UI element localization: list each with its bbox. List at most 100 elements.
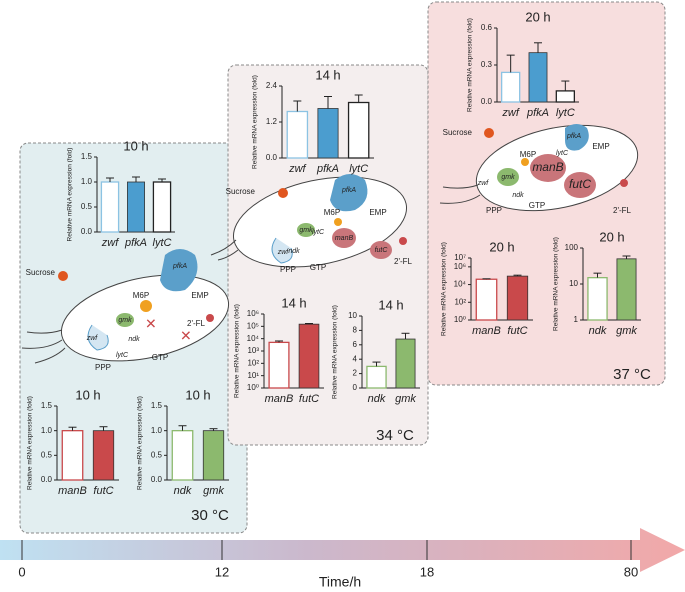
x-tick-label: lytC [153, 237, 172, 249]
diagram-label: M6P [520, 150, 536, 159]
bar [500, 71, 521, 103]
diagram-label: lytC [312, 229, 325, 236]
y-tick-label: 10⁴ [454, 280, 467, 289]
x-tick-label: futC [93, 485, 113, 497]
x-tick-label: gmk [616, 325, 637, 337]
y-tick-label: 1.0 [41, 426, 53, 435]
diagram-label: zwf [477, 180, 490, 187]
y-tick-label: 10⁶ [454, 262, 466, 271]
diagram-label: 2'-FL [613, 206, 632, 215]
y-axis-label: Relative mRNA expression (fold) [332, 305, 339, 399]
diagram-label: PPP [280, 265, 296, 274]
y-tick-label: 4 [353, 354, 358, 363]
chart-title: 20 h [489, 239, 514, 254]
timeline-tick-label: 12 [215, 564, 229, 579]
diagram-label: pfkA [172, 263, 187, 270]
diagram-label: M6P [324, 208, 340, 217]
y-tick-label: 10 [348, 311, 357, 320]
bar [100, 181, 120, 233]
diagram-label: PPP [486, 206, 502, 215]
timeline-tick-label: 80 [624, 564, 638, 579]
diagram-label: M6P [133, 291, 149, 300]
y-tick-label: 1.0 [81, 177, 93, 186]
x-tick-label: futC [299, 393, 319, 405]
bar [317, 108, 339, 159]
diagram-label: lytC [556, 150, 569, 157]
y-tick-label: 1.5 [41, 401, 53, 410]
y-tick-label: 10⁴ [247, 334, 260, 343]
diagram-label: gmk [118, 317, 132, 324]
diagram-label: GTP [529, 201, 545, 210]
diagram-label: gmk [501, 174, 515, 181]
diagram-label: pfkA [566, 133, 581, 140]
x-tick-label: ndk [174, 485, 192, 497]
x-tick-label: pfkA [526, 107, 549, 119]
diagram-label: EMP [592, 142, 609, 151]
y-axis-label: Relative mRNA expression (fold) [67, 148, 74, 242]
chart-title: 14 h [315, 67, 340, 82]
temperature-label: 34 °C [376, 427, 414, 444]
chart-title: 14 h [281, 295, 306, 310]
y-tick-label: 1.2 [266, 117, 278, 126]
x-tick-label: futC [507, 325, 527, 337]
diagram-label: ndk [288, 248, 300, 255]
bar [268, 341, 290, 389]
timeline-label: Time/h [319, 574, 361, 590]
y-tick-label: 1.5 [151, 401, 163, 410]
diagram-label: EMP [369, 208, 386, 217]
y-tick-label: 2.4 [266, 81, 278, 90]
x-tick-label: manB [265, 393, 294, 405]
diagram-label: 2'-FL [187, 319, 206, 328]
y-tick-label: 0.6 [481, 23, 493, 32]
bar [92, 430, 115, 481]
y-tick-label: 10³ [247, 346, 259, 355]
chart-title: 10 h [185, 387, 210, 402]
y-tick-label: 6 [353, 340, 358, 349]
y-tick-label: 8 [353, 326, 358, 335]
bar [395, 338, 416, 389]
y-tick-label: 0.0 [41, 475, 53, 484]
bar [616, 258, 637, 321]
bar [152, 181, 172, 233]
temperature-label: 37 °C [613, 366, 651, 383]
y-tick-label: 10² [247, 358, 259, 367]
y-axis-label: Relative mRNA expression (fold) [553, 237, 560, 331]
bar [202, 430, 225, 481]
y-tick-label: 0 [353, 383, 358, 392]
diagram-label: Sucrose [443, 128, 473, 137]
y-axis-label: Relative mRNA expression (fold) [252, 75, 259, 169]
diagram-label: ndk [128, 336, 140, 343]
bar [347, 101, 370, 159]
y-tick-label: 1.5 [81, 152, 93, 161]
diagram-label: ndk [512, 192, 524, 199]
y-tick-label: 0.0 [81, 227, 93, 236]
y-tick-label: 10⁰ [247, 383, 259, 392]
chart-title: 10 h [75, 387, 100, 402]
diagram-label: manB [532, 160, 563, 174]
y-tick-label: 10² [454, 297, 466, 306]
y-tick-label: 0.3 [481, 60, 493, 69]
bar [528, 52, 548, 103]
x-tick-label: manB [58, 485, 87, 497]
y-tick-label: 0.0 [151, 475, 163, 484]
x-tick-label: pfkA [124, 237, 147, 249]
x-tick-label: gmk [203, 485, 224, 497]
bar [587, 277, 608, 321]
timeline-arrow [0, 528, 685, 572]
y-axis-label: Relative mRNA expression (fold) [467, 18, 474, 112]
diagram-label: zwf [277, 249, 290, 256]
bar [61, 430, 84, 481]
x-tick-label: ndk [368, 393, 386, 405]
x-tick-label: zwf [101, 237, 119, 249]
chart-title: 14 h [378, 297, 403, 312]
y-tick-label: 0.0 [266, 153, 278, 162]
chart-title: 20 h [525, 9, 550, 24]
diagram-label: PPP [95, 363, 111, 372]
cell-shapes: ✕ ✕ [58, 124, 628, 351]
diagram-label: Sucrose [26, 268, 56, 277]
y-tick-label: 1.0 [151, 426, 163, 435]
bar [298, 323, 320, 389]
y-axis-label: Relative mRNA expression (fold) [137, 396, 144, 490]
y-axis-label: Relative mRNA expression (fold) [234, 304, 241, 398]
